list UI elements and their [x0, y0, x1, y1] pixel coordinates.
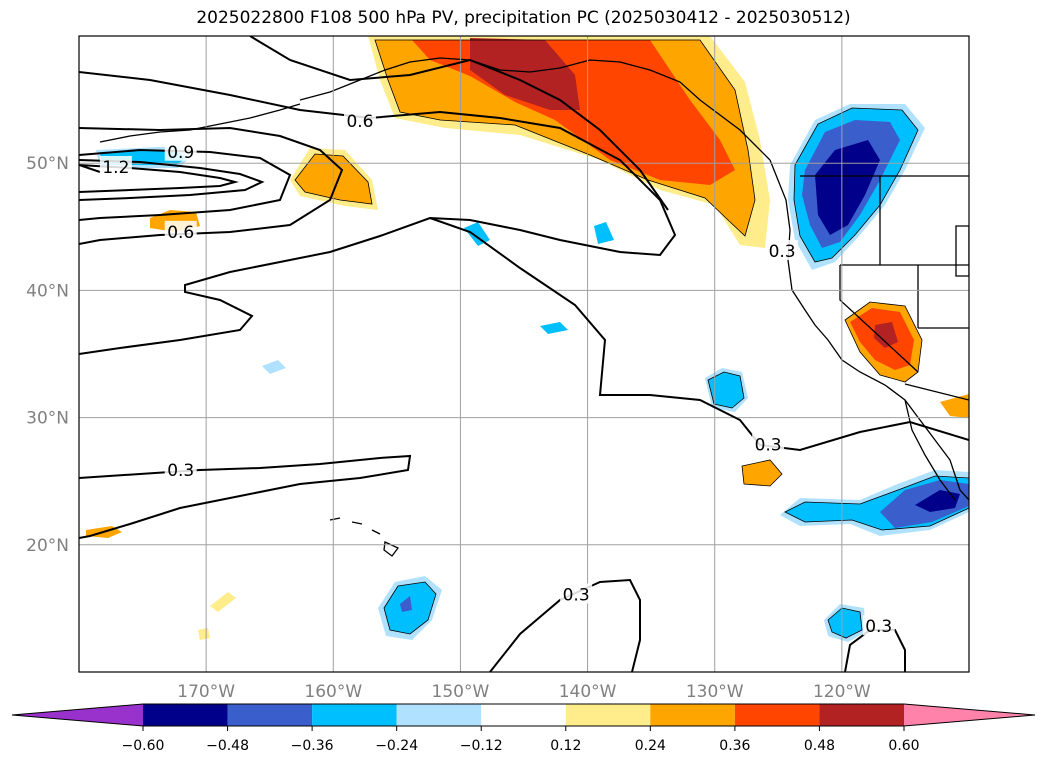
contour-label-bg: [766, 239, 799, 260]
pv-contour-south-03: [489, 578, 641, 672]
precip-positive-170w-dot: [198, 628, 210, 640]
lon-tick-label: 120°W: [813, 682, 871, 702]
precip-negative-pnw-4: [815, 140, 880, 235]
colorbar-extend-low: [12, 704, 143, 726]
contour-label: 0.3: [865, 617, 892, 637]
precip-positive-alaska-max: [470, 38, 580, 110]
colorbar-segment: [650, 704, 735, 726]
colorbar-segment: [396, 704, 482, 726]
contour-label: 0.3: [563, 585, 590, 605]
contour-label: 0.3: [755, 435, 782, 455]
coastline-alaska: [299, 57, 771, 161]
contour-label-bg: [343, 110, 376, 131]
lat-tick-label: 20°N: [26, 536, 69, 556]
border-state-3: [839, 265, 919, 373]
lon-tick-label: 150°W: [432, 682, 490, 702]
precip-negative-139w: [594, 222, 614, 244]
colorbar-tick-label: 0.60: [888, 738, 919, 754]
border-mexico: [904, 383, 969, 401]
colorbar-tick-label: −0.60: [122, 738, 165, 754]
precip-positive-california-max: [874, 322, 898, 348]
precip-negative-155w-core: [400, 596, 412, 612]
colorbar: −0.60 −0.48 −0.36 −0.24 −0.12 0.12 0.24 0.36 0.4…: [11, 703, 1036, 754]
contour-label-bg: [752, 433, 785, 454]
coastline-baja: [904, 399, 956, 501]
contour-label-bg: [164, 220, 197, 241]
outline-baja: [784, 475, 969, 531]
pv-contour-06: [79, 126, 344, 245]
contour-label: 0.6: [167, 223, 194, 243]
map-frame: [78, 35, 970, 673]
pv-contour-ne-03: [249, 36, 669, 211]
coastline-west-us: [769, 159, 969, 501]
contour-label-bg: [99, 156, 132, 177]
precip-negative-120w-inner: [828, 608, 862, 638]
precip-positive-126w: [742, 460, 782, 486]
contour-label: 0.9: [167, 143, 194, 163]
colorbar-tick-label: 0.24: [635, 738, 666, 754]
colorbar-tick-label: −0.12: [460, 738, 503, 754]
border-islands: [955, 225, 969, 277]
outline-126w: [741, 459, 783, 487]
lon-tick-label: 130°W: [686, 682, 744, 702]
pv-contour-kamchatka: [79, 164, 101, 173]
coastline-aleutians: [99, 103, 301, 143]
precip-positive-arizona: [940, 394, 969, 418]
outline-130w: [707, 371, 745, 409]
coastline-hawaii: [329, 517, 400, 557]
lon-tick-label: 140°W: [559, 682, 617, 702]
colorbar-tick-label: −0.24: [375, 738, 418, 754]
lat-tick-labels: 20°N 30°N 40°N 50°N: [26, 154, 69, 556]
contour-label-bg: [862, 615, 895, 636]
contour-label-bg: [164, 458, 197, 479]
lon-tick-labels: 170°W 160°W 150°W 140°W 130°W 120°W: [177, 682, 871, 702]
colorbar-tick-label: 0.36: [719, 738, 750, 754]
outline-155w: [383, 581, 437, 635]
colorbar-segment: [143, 704, 228, 726]
pv-contour-inner: [79, 164, 239, 193]
pv-contour-outer-03: [79, 71, 677, 355]
lon-tick-label: 170°W: [177, 682, 235, 702]
contour-label: 0.3: [167, 461, 194, 481]
precip-shading: [86, 36, 969, 642]
colorbar-segment: [819, 704, 904, 726]
outline-160w: [294, 153, 373, 205]
colorbar-extend-high: [904, 704, 1035, 726]
lat-tick-label: 30°N: [26, 409, 69, 429]
contour-label-bg: [164, 140, 197, 161]
precip-negative-165w: [262, 360, 286, 374]
coastlines: [99, 57, 969, 557]
contour-labels: 1.2 0.9 0.6 0.6 0.3 0.3 0.3 0.3 0.3: [99, 110, 895, 637]
precip-negative-baja-4: [915, 490, 960, 512]
lon-tick-label: 160°W: [304, 682, 362, 702]
contour-label: 1.2: [102, 158, 129, 178]
colorbar-segment: [565, 704, 651, 726]
colorbar-segment: [734, 704, 820, 726]
map-plot-area: 1.2 0.9 0.6 0.6 0.3 0.3 0.3 0.3 0.3: [79, 36, 969, 672]
precip-negative-144w: [540, 322, 568, 334]
colorbar-segment: [227, 704, 313, 726]
colorbar-segment: [312, 704, 397, 726]
pv-contour-sw-03: [429, 217, 969, 452]
precip-negative-149w: [464, 222, 490, 246]
precip-negative-130w-inner: [708, 372, 744, 408]
colorbar-tick-label: −0.48: [206, 738, 249, 754]
pv-contour-subtrop-03: [79, 454, 412, 539]
colorbar-tick-label: −0.36: [291, 738, 334, 754]
lat-tick-label: 50°N: [26, 154, 69, 174]
colorbar-segment: [481, 704, 566, 726]
colorbar-tick-label: 0.12: [550, 738, 581, 754]
contour-label: 0.6: [346, 112, 373, 132]
pv-contour-12: [79, 159, 265, 201]
contour-label-bg: [560, 583, 593, 604]
map-title: 2025022800 F108 500 hPa PV, precipitatio…: [196, 8, 851, 28]
precip-positive-168w: [210, 592, 236, 612]
contour-label: 0.3: [769, 242, 796, 262]
colorbar-tick-label: 0.48: [804, 738, 835, 754]
lat-tick-label: 40°N: [26, 281, 69, 301]
